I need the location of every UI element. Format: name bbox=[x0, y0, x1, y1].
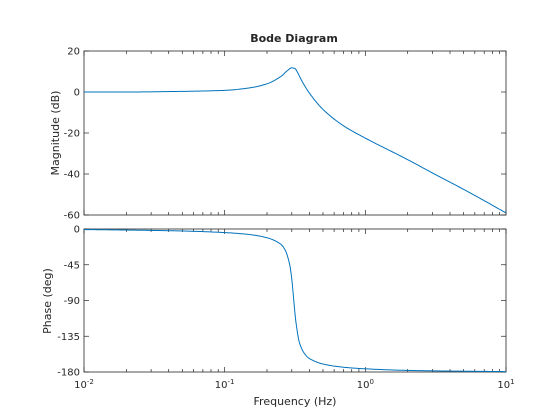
phase-x-tick-label: 100 bbox=[357, 378, 374, 391]
phase-x-tick-label: 101 bbox=[497, 378, 514, 391]
magnitude-y-tick-label: -40 bbox=[64, 170, 80, 181]
phase-y-tick-label: -180 bbox=[57, 368, 80, 379]
phase-y-tick-label: -90 bbox=[64, 296, 80, 307]
magnitude-y-tick-label: -60 bbox=[64, 211, 80, 222]
phase-x-tick-label: 10-2 bbox=[74, 378, 94, 391]
phase-axes-box bbox=[83, 228, 507, 373]
magnitude-y-tick-label: 0 bbox=[74, 88, 80, 99]
magnitude-response-line bbox=[84, 67, 507, 214]
magnitude-y-axis-label: Magnitude (dB) bbox=[49, 91, 62, 176]
phase-y-tick-label: 0 bbox=[74, 225, 80, 236]
phase-y-tick-label: -45 bbox=[64, 260, 80, 271]
phase-y-axis-label: Phase (deg) bbox=[41, 268, 54, 334]
magnitude-axes-box bbox=[83, 50, 507, 216]
magnitude-y-tick-label: -20 bbox=[64, 129, 80, 140]
chart-title: Bode Diagram bbox=[250, 32, 338, 45]
phase-x-tick-label: 10-1 bbox=[215, 378, 235, 391]
phase-response-line bbox=[83, 229, 507, 373]
magnitude-axes: 20 0 -20 -40 -60 bbox=[64, 47, 507, 222]
magnitude-y-tick-label: 20 bbox=[67, 47, 80, 58]
frequency-x-axis-label: Frequency (Hz) bbox=[254, 395, 337, 408]
phase-y-tick-label: -135 bbox=[57, 332, 80, 343]
